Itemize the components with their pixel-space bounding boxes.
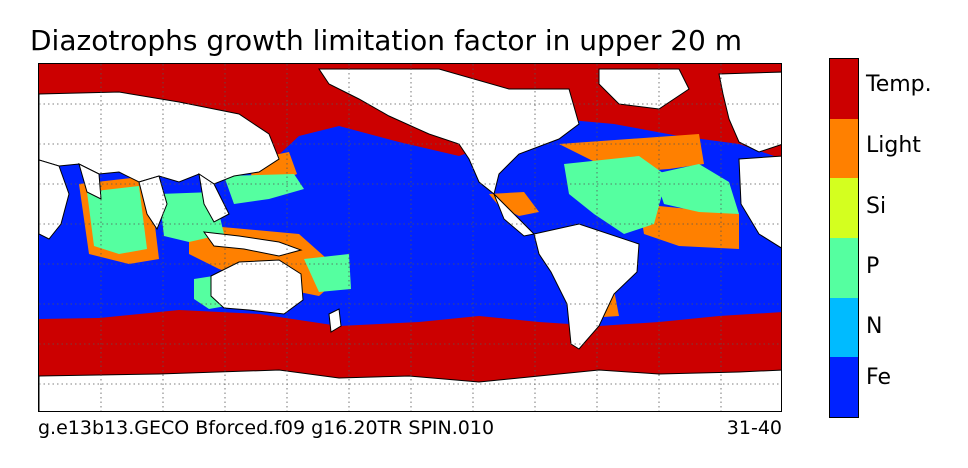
landmasses [39, 68, 781, 411]
land-australia [210, 259, 304, 315]
colorbar-segment-temp [830, 59, 858, 119]
land-new-zealand [328, 308, 342, 333]
legend-label-si: Si [866, 194, 887, 219]
map-title: Diazotrophs growth limitation factor in … [30, 24, 743, 57]
land-africa-east-edge [39, 159, 70, 240]
land-europe [718, 71, 781, 153]
light-patch-caribbean [489, 192, 539, 216]
map-canvas [39, 64, 781, 411]
legend-label-temp: Temp. [866, 72, 932, 97]
legend-label-n: N [866, 314, 883, 339]
land-se-asia [198, 172, 230, 223]
p-region-north-atlantic [564, 156, 667, 234]
legend-label-light: Light [866, 133, 921, 158]
colorbar-segment-si [830, 178, 858, 239]
colorbar [829, 58, 859, 418]
year-range-label: 31-40 [726, 417, 782, 439]
light-patch-north-atlantic [559, 134, 704, 172]
land-india [138, 175, 168, 231]
colorbar-segment-light [830, 118, 858, 179]
light-patch-south-atlantic [639, 204, 739, 249]
p-region-nw-pacific [224, 174, 304, 204]
land-central-america [493, 193, 536, 237]
land-indonesia [202, 231, 303, 257]
land-west-africa [738, 155, 781, 249]
colorbar-segment-n [830, 297, 858, 358]
colorbar-segment-fe [830, 357, 858, 418]
p-region-tropical-atlantic [654, 164, 739, 214]
world-map [38, 63, 782, 412]
land-south-america [533, 223, 640, 350]
p-region-australia-east [304, 254, 351, 292]
p-region-indian [87, 186, 147, 254]
run-id-label: g.e13b13.GECO Bforced.f09 g16.20TR SPIN.… [38, 417, 495, 439]
legend-label-fe: Fe [866, 365, 891, 390]
land-antarctica [39, 369, 781, 411]
colorbar-segment-p [830, 238, 858, 298]
legend-label-p: P [866, 254, 880, 279]
